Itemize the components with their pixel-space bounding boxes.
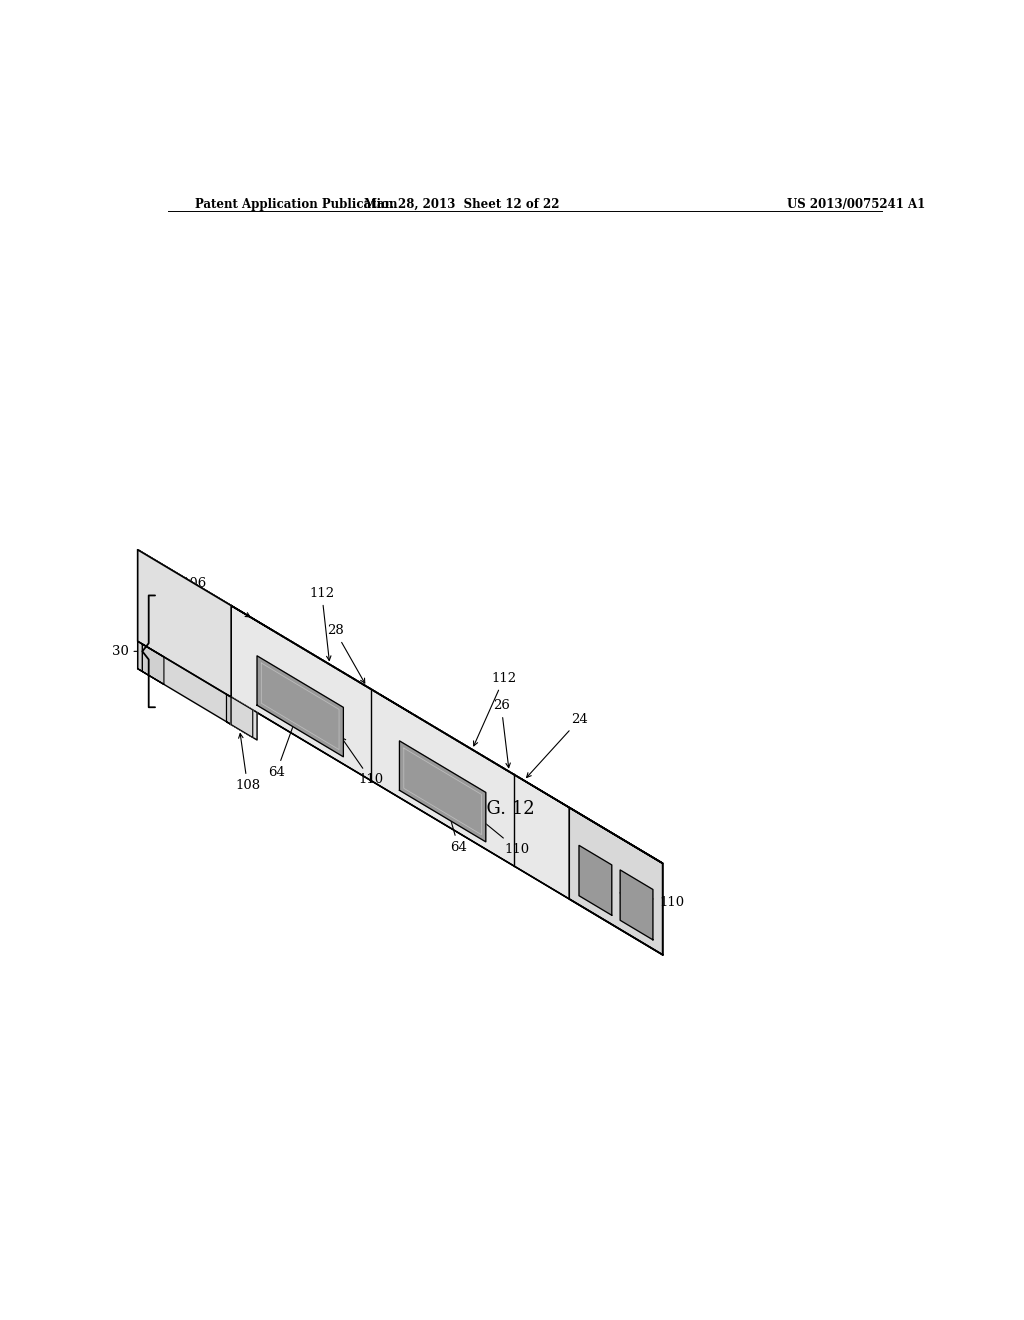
- Polygon shape: [231, 606, 663, 954]
- Polygon shape: [137, 642, 231, 725]
- Polygon shape: [137, 669, 164, 684]
- Polygon shape: [137, 549, 663, 863]
- Text: 112: 112: [309, 587, 334, 660]
- Polygon shape: [569, 808, 663, 954]
- Text: 24: 24: [526, 713, 588, 777]
- Polygon shape: [621, 870, 653, 940]
- Text: 26: 26: [493, 700, 510, 768]
- Text: Mar. 28, 2013  Sheet 12 of 22: Mar. 28, 2013 Sheet 12 of 22: [364, 198, 559, 211]
- Text: FIG. 12: FIG. 12: [467, 800, 535, 818]
- Polygon shape: [231, 697, 253, 738]
- Text: 110: 110: [341, 738, 383, 787]
- Polygon shape: [137, 642, 663, 954]
- Polygon shape: [142, 644, 164, 684]
- Text: 108: 108: [234, 734, 260, 792]
- Text: 28: 28: [327, 624, 365, 682]
- Polygon shape: [231, 697, 257, 741]
- Text: 112: 112: [473, 672, 516, 746]
- Text: 110: 110: [620, 891, 684, 908]
- Polygon shape: [270, 628, 379, 694]
- Text: Patent Application Publication: Patent Application Publication: [196, 198, 398, 211]
- Text: 30: 30: [112, 645, 129, 657]
- Polygon shape: [226, 694, 248, 735]
- Text: 64: 64: [268, 710, 299, 779]
- Polygon shape: [579, 845, 611, 915]
- Text: 110: 110: [480, 820, 529, 855]
- Polygon shape: [226, 694, 231, 725]
- Polygon shape: [399, 741, 485, 842]
- Polygon shape: [413, 714, 521, 779]
- Polygon shape: [137, 642, 164, 672]
- Text: 64: 64: [442, 795, 467, 854]
- Text: US 2013/0075241 A1: US 2013/0075241 A1: [786, 198, 925, 211]
- Text: 106: 106: [181, 577, 250, 616]
- Polygon shape: [137, 549, 231, 697]
- Polygon shape: [226, 722, 253, 738]
- Polygon shape: [257, 656, 343, 756]
